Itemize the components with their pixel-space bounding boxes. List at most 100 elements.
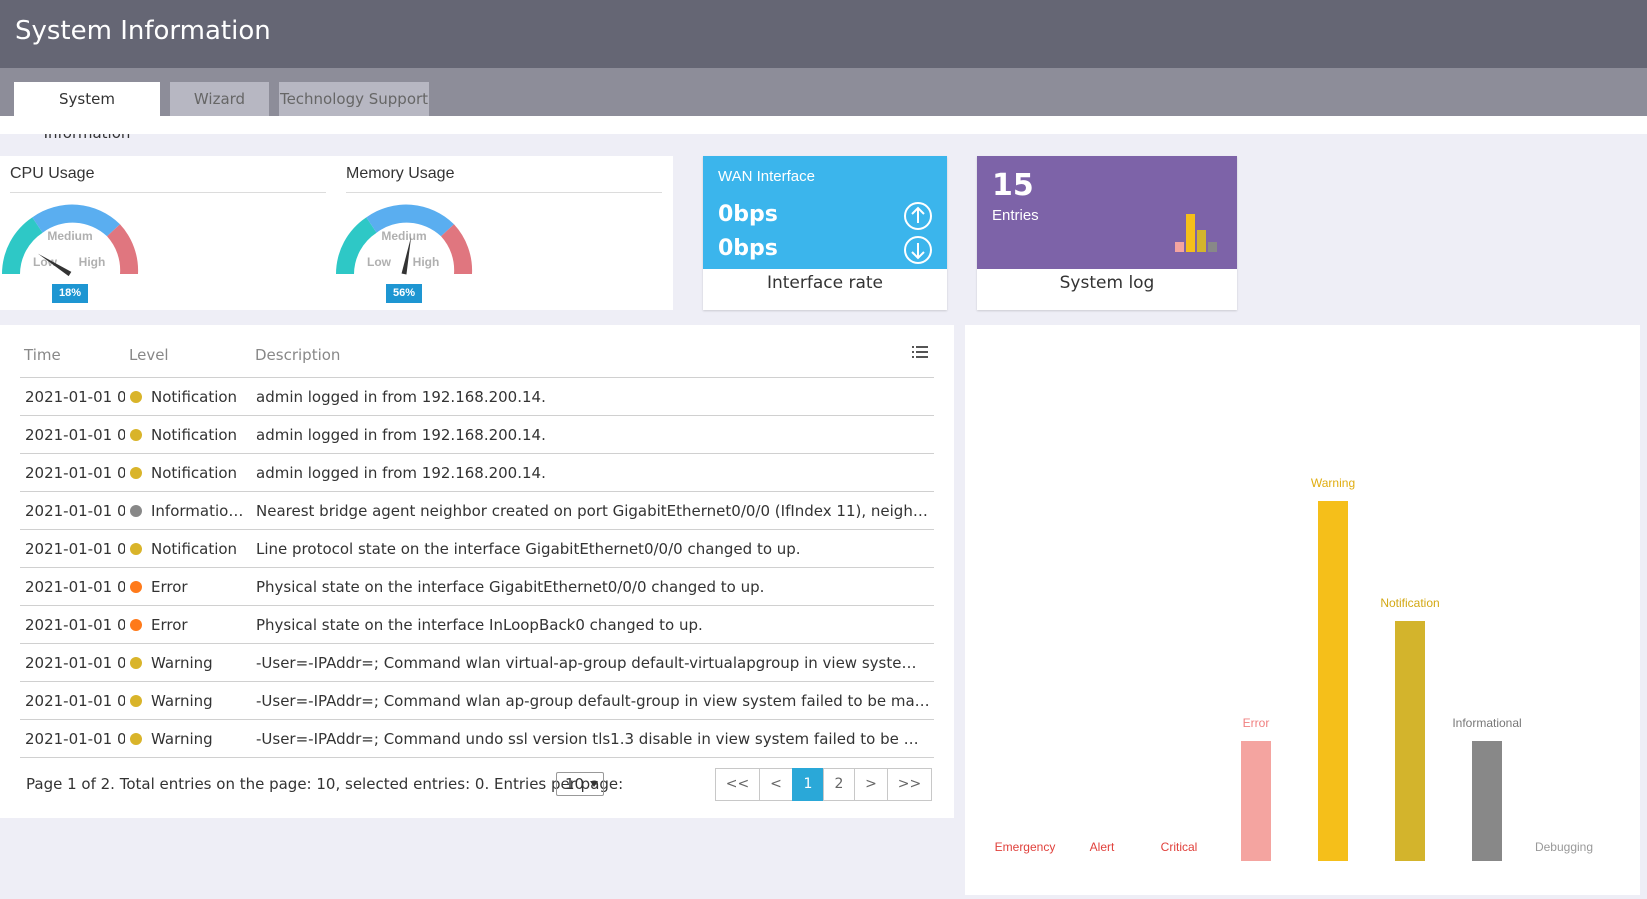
bar-label-informational: Informational [1452,716,1521,730]
bar-label-debugging: Debugging [1535,840,1593,854]
gauge-zone-high [107,224,139,274]
bar-label-notification: Notification [1380,596,1439,610]
row-level: Warning [151,654,213,672]
page-button-2[interactable]: 2 [823,768,855,801]
row-description: -User=-IPAddr=; Command wlan ap-group de… [256,692,930,710]
bar-error [1241,741,1271,861]
table-row[interactable]: 2021-01-01 09: Notification Line protocol … [20,530,934,568]
table-row[interactable]: 2021-01-01 09: Warning -User=-IPAddr=; Com… [20,720,934,758]
row-time: 2021-01-01 09: [25,388,125,406]
gauge-label-low: Low [367,255,392,269]
row-description: admin logged in from 192.168.200.14. [256,388,546,406]
system-log-caption: System log [1059,273,1155,293]
cpu-percent-badge: 18% [52,284,88,303]
memory-usage-title: Memory Usage [346,165,455,182]
row-time: 2021-01-01 09: [25,692,125,710]
row-time: 2021-01-01 09: [25,540,125,558]
row-time: 2021-01-01 09: [25,578,125,596]
table-row[interactable]: 2021-01-01 09: Error Physical state on the… [20,606,934,644]
entries-per-page-select[interactable]: 10 [556,772,604,796]
row-level: Notification [151,426,238,444]
level-dot [130,695,142,707]
row-time: 2021-01-01 09: [25,426,125,444]
level-dot [130,619,142,631]
arrow-down-circle-icon [904,236,932,264]
wan-interface-card[interactable]: WAN Interface 0bps 0bps Interface rate [703,156,947,310]
gauge-zone-low [336,217,377,274]
column-header-level[interactable]: Level [129,346,169,364]
wan-interface-label: WAN Interface [718,168,815,185]
row-description: Nearest bridge agent neighbor created on… [256,502,930,520]
wan-interface-panel: WAN Interface 0bps 0bps [703,156,947,269]
gauge-needle [37,253,72,277]
row-time: 2021-01-01 09: [25,730,125,748]
table-row[interactable]: 2021-01-01 09: Notification admin logged i… [20,378,934,416]
row-level: Error [151,616,188,634]
table-row[interactable]: 2021-01-01 09: Warning -User=-IPAddr=; Com… [20,682,934,720]
system-log-entries-label: Entries [992,207,1039,224]
system-log-count: 15 [992,168,1034,203]
table-row[interactable]: 2021-01-01 09: Notification admin logged i… [20,454,934,492]
next-page-button[interactable]: > [854,768,888,801]
bar-label-error: Error [1243,716,1270,730]
row-time: 2021-01-01 09: [25,464,125,482]
bar-chart-icon [1175,214,1217,252]
table-row[interactable]: 2021-01-01 09: Warning -User=-IPAddr=; Com… [20,644,934,682]
row-level: Warning [151,730,213,748]
memory-gauge: Medium Low High [336,204,473,275]
row-level: Notification [151,464,238,482]
tab-technology-support[interactable]: Technology Support [279,82,429,116]
level-dot [130,467,142,479]
first-page-button[interactable]: << [715,768,760,801]
level-dot [130,391,142,403]
entries-per-page-value: 10 [565,775,585,793]
wan-upload-rate: 0bps [718,202,778,227]
table-row[interactable]: 2021-01-01 09: Notification admin logged i… [20,416,934,454]
bar-label-emergency: Emergency [995,840,1056,854]
arrow-up-circle-icon [904,202,932,230]
row-description: Physical state on the interface InLoopBa… [256,616,703,634]
page-button-1[interactable]: 1 [792,768,824,801]
usage-gauges-card: CPU Usage Medium Low High 18% Memory Usa… [0,156,673,310]
gauge-label-medium: Medium [381,229,426,243]
row-level: Error [151,578,188,596]
gauge-needle [401,236,412,275]
bar-label-alert: Alert [1090,840,1115,854]
row-time: 2021-01-01 09: [25,502,125,520]
list-icon[interactable] [912,344,928,360]
last-page-button[interactable]: >> [887,768,932,801]
gauge-label-high: High [79,255,106,269]
memory-percent-badge: 56% [386,284,422,303]
level-dot [130,581,142,593]
row-level: Information... [151,502,251,520]
cpu-gauge: Medium Low High [1,204,139,277]
system-log-card[interactable]: 15 Entries System log [977,156,1237,310]
log-level-chart-panel: Emergency Alert Critical Error Warning Notifi… [965,325,1640,895]
table-row[interactable]: 2021-01-01 09: Information... Nearest brid… [20,492,934,530]
tab-wizard[interactable]: Wizard [170,82,269,116]
row-description: Physical state on the interface GigabitE… [256,578,765,596]
bar-informational [1472,741,1502,861]
prev-page-button[interactable]: < [759,768,793,801]
row-time: 2021-01-01 09: [25,654,125,672]
gauge-zone-low [1,217,43,274]
bar-warning [1318,501,1348,861]
tab-bar: System Information Wizard Technology Sup… [0,68,1647,142]
row-level: Notification [151,388,238,406]
log-table-panel: Time Level Description 2021-01-01 09: Not… [0,325,954,818]
row-level: Warning [151,692,213,710]
cpu-usage-title: CPU Usage [10,165,95,182]
tab-underline-strip [0,116,1647,134]
bar-label-warning: Warning [1311,476,1355,490]
chevron-down-icon [590,781,598,787]
divider [10,192,326,193]
column-header-description[interactable]: Description [255,346,341,364]
header-divider [20,377,934,378]
table-row[interactable]: 2021-01-01 09: Error Physical state on the… [20,568,934,606]
tab-system-information[interactable]: System Information [14,82,160,142]
row-description: -User=-IPAddr=; Command wlan virtual-ap-… [256,654,930,672]
gauge-label-medium: Medium [47,229,92,243]
divider [346,192,662,193]
column-header-time[interactable]: Time [24,346,61,364]
top-bar: System Information [0,0,1647,68]
